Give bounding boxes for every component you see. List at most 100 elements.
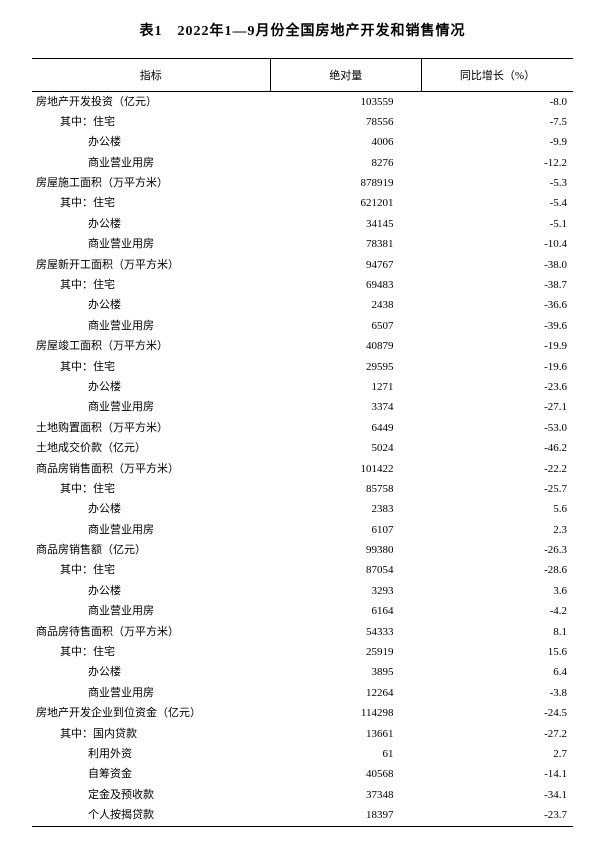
- row-label: 商业营业用房: [32, 602, 270, 622]
- table-row: 其中：住宅2591915.6: [32, 643, 573, 663]
- row-value: 878919: [270, 174, 421, 194]
- table-title: 表1 2022年1—9月份全国房地产开发和销售情况: [32, 20, 573, 40]
- row-label: 办公楼: [32, 377, 270, 397]
- row-label: 其中：住宅: [32, 479, 270, 499]
- row-label: 商业营业用房: [32, 153, 270, 173]
- table-row: 办公楼32933.6: [32, 581, 573, 601]
- table-row: 商业营业用房6507-39.6: [32, 316, 573, 336]
- table-row: 自筹资金40568-14.1: [32, 765, 573, 785]
- table-row: 其中：住宅78556-7.5: [32, 112, 573, 132]
- table-row: 商业营业用房12264-3.8: [32, 683, 573, 703]
- row-value: 40879: [270, 337, 421, 357]
- row-growth: -27.2: [422, 724, 574, 744]
- table-row: 办公楼38956.4: [32, 663, 573, 683]
- row-label: 房地产开发投资（亿元）: [32, 92, 270, 113]
- row-label: 房地产开发企业到位资金（亿元）: [32, 704, 270, 724]
- row-value: 6107: [270, 520, 421, 540]
- table-row: 商业营业用房6164-4.2: [32, 602, 573, 622]
- row-label: 其中：住宅: [32, 194, 270, 214]
- row-value: 6507: [270, 316, 421, 336]
- table-row: 定金及预收款37348-34.1: [32, 785, 573, 805]
- row-label: 其中：住宅: [32, 643, 270, 663]
- row-value: 621201: [270, 194, 421, 214]
- row-growth: -28.6: [422, 561, 574, 581]
- row-value: 99380: [270, 541, 421, 561]
- row-growth: -38.0: [422, 255, 574, 275]
- header-indicator: 指标: [32, 59, 270, 92]
- row-label: 办公楼: [32, 663, 270, 683]
- table-row: 商业营业用房8276-12.2: [32, 153, 573, 173]
- row-value: 3895: [270, 663, 421, 683]
- row-value: 6164: [270, 602, 421, 622]
- table-row: 商业营业用房3374-27.1: [32, 398, 573, 418]
- header-growth: 同比增长（%）: [422, 59, 574, 92]
- row-growth: -23.7: [422, 806, 574, 827]
- row-value: 4006: [270, 133, 421, 153]
- data-table: 指标 绝对量 同比增长（%） 房地产开发投资（亿元）103559-8.0其中：住…: [32, 58, 573, 827]
- header-absolute: 绝对量: [270, 59, 421, 92]
- row-label: 办公楼: [32, 581, 270, 601]
- row-label: 办公楼: [32, 214, 270, 234]
- row-label: 办公楼: [32, 133, 270, 153]
- row-growth: -14.1: [422, 765, 574, 785]
- row-growth: 3.6: [422, 581, 574, 601]
- row-growth: -19.9: [422, 337, 574, 357]
- row-value: 54333: [270, 622, 421, 642]
- table-row: 商业营业用房78381-10.4: [32, 235, 573, 255]
- table-row: 房屋竣工面积（万平方米）40879-19.9: [32, 337, 573, 357]
- row-growth: -25.7: [422, 479, 574, 499]
- row-label: 办公楼: [32, 500, 270, 520]
- table-row: 土地购置面积（万平方米）6449-53.0: [32, 418, 573, 438]
- table-header-row: 指标 绝对量 同比增长（%）: [32, 59, 573, 92]
- row-growth: -5.1: [422, 214, 574, 234]
- row-value: 94767: [270, 255, 421, 275]
- row-growth: 5.6: [422, 500, 574, 520]
- table-row: 办公楼1271-23.6: [32, 377, 573, 397]
- row-value: 18397: [270, 806, 421, 827]
- row-label: 土地购置面积（万平方米）: [32, 418, 270, 438]
- table-row: 其中：住宅621201-5.4: [32, 194, 573, 214]
- row-growth: -3.8: [422, 683, 574, 703]
- table-row: 办公楼23835.6: [32, 500, 573, 520]
- row-label: 房屋新开工面积（万平方米）: [32, 255, 270, 275]
- row-growth: -24.5: [422, 704, 574, 724]
- row-value: 13661: [270, 724, 421, 744]
- row-label: 商业营业用房: [32, 520, 270, 540]
- table-row: 办公楼4006-9.9: [32, 133, 573, 153]
- row-label: 商业营业用房: [32, 398, 270, 418]
- row-growth: 2.7: [422, 745, 574, 765]
- table-row: 个人按揭贷款18397-23.7: [32, 806, 573, 827]
- row-value: 78556: [270, 112, 421, 132]
- row-value: 29595: [270, 357, 421, 377]
- table-row: 商品房待售面积（万平方米）543338.1: [32, 622, 573, 642]
- row-label: 商品房销售面积（万平方米）: [32, 459, 270, 479]
- row-value: 5024: [270, 439, 421, 459]
- table-row: 其中：住宅87054-28.6: [32, 561, 573, 581]
- row-label: 办公楼: [32, 296, 270, 316]
- row-label: 房屋竣工面积（万平方米）: [32, 337, 270, 357]
- table-row: 房屋新开工面积（万平方米）94767-38.0: [32, 255, 573, 275]
- row-label: 利用外资: [32, 745, 270, 765]
- row-growth: -23.6: [422, 377, 574, 397]
- row-label: 其中：国内贷款: [32, 724, 270, 744]
- table-row: 其中：住宅29595-19.6: [32, 357, 573, 377]
- table-row: 房屋施工面积（万平方米）878919-5.3: [32, 174, 573, 194]
- table-row: 其中：国内贷款13661-27.2: [32, 724, 573, 744]
- row-label: 定金及预收款: [32, 785, 270, 805]
- row-growth: -38.7: [422, 276, 574, 296]
- row-value: 34145: [270, 214, 421, 234]
- row-growth: -22.2: [422, 459, 574, 479]
- row-value: 3293: [270, 581, 421, 601]
- row-growth: -26.3: [422, 541, 574, 561]
- table-row: 土地成交价款（亿元）5024-46.2: [32, 439, 573, 459]
- table-row: 利用外资612.7: [32, 745, 573, 765]
- row-growth: -34.1: [422, 785, 574, 805]
- row-growth: -19.6: [422, 357, 574, 377]
- row-value: 8276: [270, 153, 421, 173]
- row-growth: -39.6: [422, 316, 574, 336]
- table-row: 房地产开发投资（亿元）103559-8.0: [32, 92, 573, 113]
- row-value: 6449: [270, 418, 421, 438]
- row-value: 78381: [270, 235, 421, 255]
- row-growth: -36.6: [422, 296, 574, 316]
- row-value: 61: [270, 745, 421, 765]
